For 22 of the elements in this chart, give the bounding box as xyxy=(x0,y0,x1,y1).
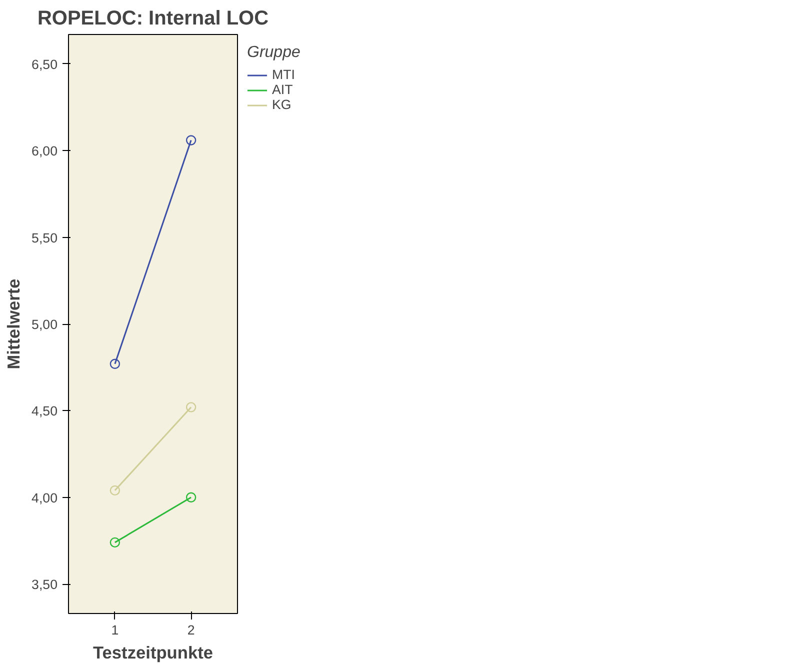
y-tick-label: 3,50 xyxy=(32,577,58,592)
y-tick-label: 6,50 xyxy=(32,56,58,72)
legend-label: AIT xyxy=(272,82,293,97)
legend-label: KG xyxy=(272,97,292,112)
point xyxy=(110,485,120,496)
point xyxy=(186,135,196,146)
legend-label: MTI xyxy=(272,67,295,82)
point xyxy=(186,402,196,412)
y-axis-title: Mittelwerte xyxy=(4,278,24,370)
x-tick-label: 2 xyxy=(187,622,195,638)
x-tick-label: 1 xyxy=(111,622,119,638)
y-tick-label: 5,50 xyxy=(32,230,58,246)
point xyxy=(110,358,120,369)
point xyxy=(110,537,120,548)
chart-title: ROPELOC: Internal LOC xyxy=(37,8,269,30)
y-tick-label: 4,00 xyxy=(32,490,58,506)
y-tick-label: 5,00 xyxy=(32,317,58,332)
y-tick-label: 6,00 xyxy=(32,144,58,159)
x-axis-title: Testzeitpunkte xyxy=(92,642,214,662)
legend-title: Gruppe xyxy=(247,44,300,62)
point xyxy=(186,492,196,502)
y-tick-label: 4,50 xyxy=(32,404,58,419)
